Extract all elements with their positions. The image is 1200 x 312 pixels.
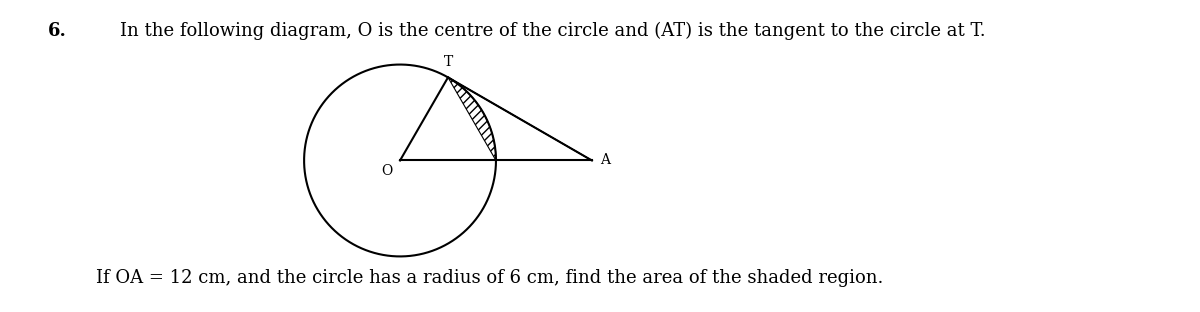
Text: A: A <box>600 154 610 168</box>
Text: T: T <box>443 55 452 69</box>
Text: In the following diagram, O is the centre of the circle and (AT) is the tangent : In the following diagram, O is the centr… <box>120 22 985 40</box>
Text: If OA = 12 cm, and the circle has a radius of 6 cm, find the area of the shaded : If OA = 12 cm, and the circle has a radi… <box>96 269 883 287</box>
Text: O: O <box>382 164 392 178</box>
Text: 6.: 6. <box>48 22 67 40</box>
